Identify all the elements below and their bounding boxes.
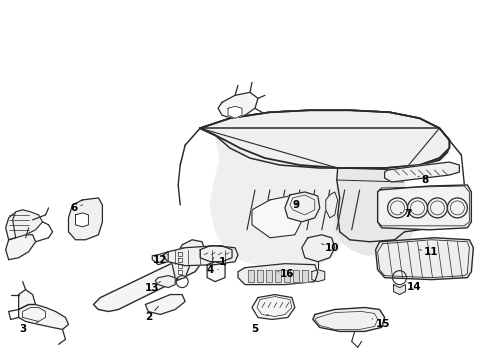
Polygon shape: [200, 246, 232, 262]
Polygon shape: [19, 289, 36, 310]
Text: 12: 12: [153, 255, 168, 265]
Polygon shape: [312, 270, 325, 282]
Text: 14: 14: [407, 282, 422, 292]
Text: 1: 1: [218, 257, 226, 270]
Text: 6: 6: [71, 203, 82, 213]
Polygon shape: [252, 195, 305, 238]
Polygon shape: [248, 270, 254, 282]
Polygon shape: [376, 238, 473, 280]
Polygon shape: [228, 106, 242, 118]
Polygon shape: [238, 264, 318, 285]
Polygon shape: [178, 240, 205, 262]
Polygon shape: [200, 110, 449, 167]
Polygon shape: [200, 110, 449, 167]
Text: 7: 7: [400, 209, 411, 219]
Polygon shape: [152, 252, 168, 265]
Polygon shape: [178, 270, 182, 274]
Text: 5: 5: [251, 315, 268, 334]
Polygon shape: [257, 270, 263, 282]
Polygon shape: [313, 307, 385, 332]
Polygon shape: [75, 213, 89, 227]
Polygon shape: [6, 210, 33, 240]
Text: 10: 10: [322, 243, 339, 253]
Polygon shape: [252, 294, 295, 319]
Polygon shape: [200, 110, 449, 268]
Text: 11: 11: [419, 247, 439, 257]
Polygon shape: [266, 270, 272, 282]
Polygon shape: [19, 305, 69, 329]
Polygon shape: [162, 246, 238, 266]
Polygon shape: [302, 270, 308, 282]
Text: 2: 2: [145, 307, 158, 323]
Text: 3: 3: [19, 321, 39, 334]
Polygon shape: [178, 264, 182, 268]
Polygon shape: [200, 110, 449, 168]
Polygon shape: [200, 110, 449, 255]
Polygon shape: [275, 270, 281, 282]
Polygon shape: [302, 235, 335, 262]
Polygon shape: [172, 248, 190, 280]
Text: 13: 13: [145, 282, 160, 293]
Text: 15: 15: [372, 319, 390, 329]
Polygon shape: [285, 192, 320, 222]
Polygon shape: [378, 185, 471, 230]
Polygon shape: [13, 210, 43, 238]
Polygon shape: [178, 258, 182, 262]
Polygon shape: [293, 270, 299, 282]
Polygon shape: [69, 198, 102, 240]
Polygon shape: [284, 270, 290, 282]
Polygon shape: [385, 162, 460, 182]
Text: 16: 16: [278, 269, 294, 279]
Text: 4: 4: [206, 257, 214, 275]
Polygon shape: [326, 192, 338, 218]
Polygon shape: [218, 92, 258, 118]
Polygon shape: [6, 235, 36, 260]
Polygon shape: [393, 285, 406, 294]
Polygon shape: [145, 294, 185, 315]
Polygon shape: [178, 252, 182, 256]
Polygon shape: [94, 258, 200, 311]
Polygon shape: [155, 276, 175, 288]
Text: 8: 8: [418, 175, 429, 185]
Polygon shape: [207, 262, 225, 282]
Text: 9: 9: [293, 200, 299, 210]
